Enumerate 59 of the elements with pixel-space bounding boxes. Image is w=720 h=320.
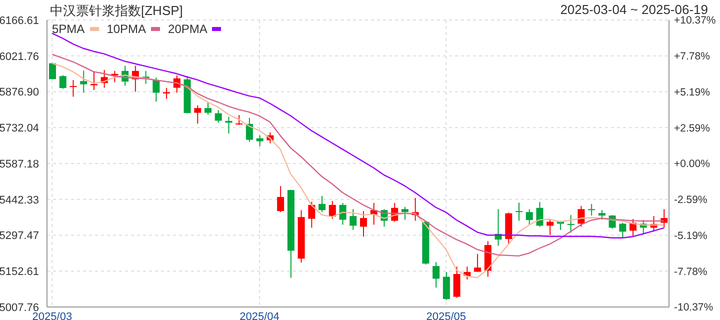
y-tick-label: 5442.33 bbox=[0, 194, 39, 206]
y-tick-label: 5876.90 bbox=[0, 86, 39, 99]
y-tick-label: 6166.61 bbox=[0, 14, 39, 27]
candlestick bbox=[328, 200, 336, 220]
y2-tick-label: +0.00% bbox=[674, 158, 710, 170]
candlestick bbox=[80, 70, 88, 94]
y2-tick-label: -5.19% bbox=[674, 230, 708, 242]
candlestick bbox=[236, 114, 243, 126]
candlestick bbox=[339, 202, 346, 226]
line-series bbox=[52, 32, 664, 238]
y2-tick-label: +5.19% bbox=[674, 86, 710, 98]
candlestick bbox=[256, 134, 264, 147]
legend-label: 10PMA bbox=[106, 22, 146, 36]
candlestick bbox=[598, 210, 606, 220]
candlestick bbox=[588, 203, 596, 216]
y2-tick-label: -7.78% bbox=[674, 266, 708, 278]
candlestick bbox=[204, 102, 212, 116]
candlestick bbox=[214, 110, 222, 124]
candlestick bbox=[70, 80, 77, 98]
chart-subtitle: 2025-03-04 ~ 2025-06-19 bbox=[560, 2, 708, 17]
candlestick bbox=[318, 195, 326, 213]
y2-tick-label: +10.37% bbox=[674, 14, 716, 27]
y-tick-label: 5732.04 bbox=[0, 122, 39, 135]
legend-label: 20PMA bbox=[168, 22, 208, 36]
x-tick-label: 2025/04 bbox=[240, 310, 280, 320]
y2-tick-label: -2.59% bbox=[674, 194, 708, 206]
candlestick bbox=[401, 206, 408, 220]
y2-tick-label: -10.37% bbox=[674, 302, 714, 314]
legend-label: 5PMA bbox=[52, 22, 85, 36]
x-tick-label: 2025/03 bbox=[32, 310, 72, 320]
y-tick-label: 5297.47 bbox=[0, 230, 39, 242]
candlestick bbox=[442, 272, 450, 301]
candlestick bbox=[308, 201, 316, 228]
x-tick-label: 2025/05 bbox=[426, 310, 466, 320]
candlestick bbox=[546, 219, 554, 236]
candlestick bbox=[90, 71, 98, 90]
candlestick bbox=[163, 87, 170, 100]
y-tick-label: 5152.61 bbox=[0, 266, 39, 278]
candlestick bbox=[49, 62, 56, 80]
chart-title: 中汉票针浆指数[ZHSP] bbox=[50, 2, 183, 20]
y2-tick-label: +7.78% bbox=[674, 50, 710, 63]
candlestick bbox=[59, 74, 66, 90]
y-tick-label: 5587.18 bbox=[0, 158, 39, 170]
candlestick bbox=[474, 253, 482, 272]
candlestick bbox=[350, 208, 357, 230]
candlestick bbox=[619, 222, 626, 239]
y-tick-label: 6021.76 bbox=[0, 50, 39, 63]
candlestick bbox=[246, 117, 253, 142]
candlestick bbox=[536, 201, 544, 228]
candlestick bbox=[432, 262, 440, 288]
candlestick bbox=[526, 208, 533, 225]
candlestick bbox=[567, 214, 574, 234]
candlestick bbox=[453, 266, 460, 298]
candlestick bbox=[360, 210, 367, 238]
candlestick bbox=[152, 77, 160, 102]
candlestick bbox=[194, 104, 202, 124]
candlestick bbox=[516, 202, 522, 222]
candlestick bbox=[277, 186, 284, 213]
y2-tick-label: +2.59% bbox=[674, 122, 710, 134]
